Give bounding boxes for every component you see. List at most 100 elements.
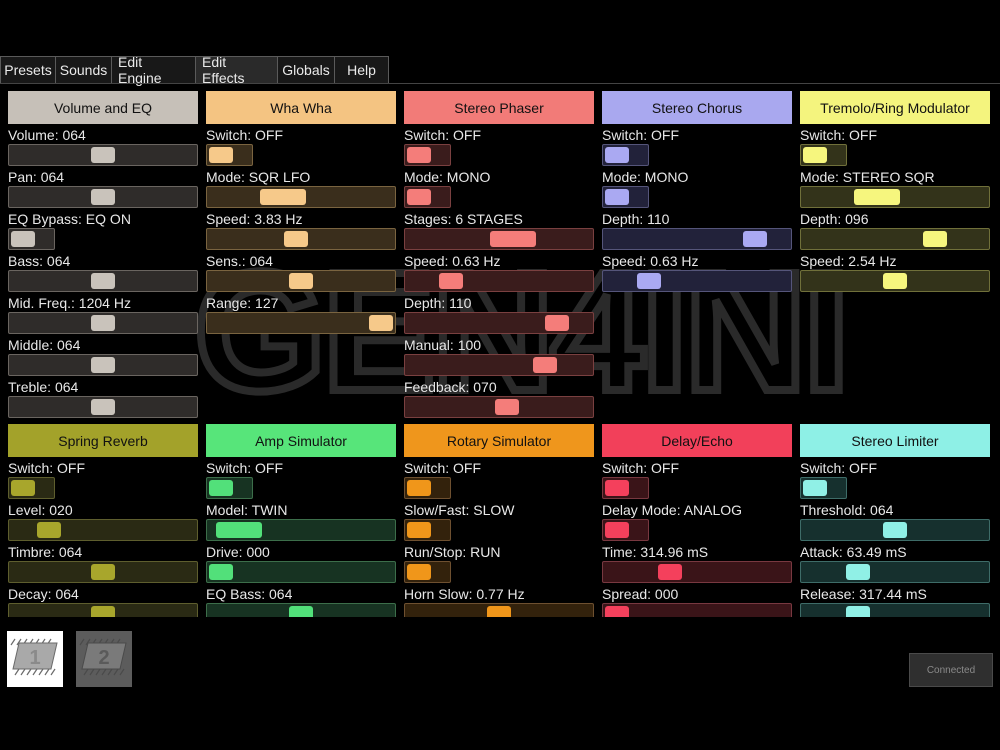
switch-knob[interactable] — [803, 147, 827, 163]
slider[interactable] — [404, 603, 594, 617]
slider[interactable] — [800, 603, 990, 617]
switch-knob[interactable] — [11, 480, 35, 496]
slider-thumb[interactable] — [545, 315, 569, 331]
slider-thumb[interactable] — [495, 399, 519, 415]
slider-thumb[interactable] — [658, 564, 682, 580]
toggle-switch[interactable] — [404, 561, 451, 583]
slider[interactable] — [206, 186, 396, 208]
slider[interactable] — [800, 186, 990, 208]
slider[interactable] — [800, 228, 990, 250]
slider-thumb[interactable] — [209, 564, 233, 580]
slider[interactable] — [404, 396, 594, 418]
toggle-switch[interactable] — [206, 144, 253, 166]
slider-thumb[interactable] — [37, 522, 61, 538]
toggle-switch[interactable] — [404, 144, 451, 166]
switch-knob[interactable] — [407, 564, 431, 580]
slider[interactable] — [206, 519, 396, 541]
switch-knob[interactable] — [11, 231, 35, 247]
slider-thumb[interactable] — [883, 273, 907, 289]
slider[interactable] — [8, 186, 198, 208]
slider[interactable] — [206, 312, 396, 334]
tab-sounds[interactable]: Sounds — [55, 56, 112, 83]
toggle-switch[interactable] — [800, 144, 847, 166]
tab-presets[interactable]: Presets — [0, 56, 56, 83]
slider[interactable] — [206, 270, 396, 292]
toggle-switch[interactable] — [602, 519, 649, 541]
connected-status-button[interactable]: Connected — [909, 653, 993, 687]
toggle-switch[interactable] — [8, 477, 55, 499]
slider[interactable] — [8, 519, 198, 541]
tab-edit-engine[interactable]: Edit Engine — [111, 54, 196, 86]
slider[interactable] — [206, 561, 396, 583]
slider[interactable] — [404, 228, 594, 250]
slider[interactable] — [404, 312, 594, 334]
toggle-switch[interactable] — [206, 477, 253, 499]
slider-thumb[interactable] — [284, 231, 308, 247]
switch-knob[interactable] — [605, 147, 629, 163]
tab-globals[interactable]: Globals — [277, 56, 335, 83]
toggle-switch[interactable] — [404, 519, 451, 541]
tab-edit-effects[interactable]: Edit Effects — [195, 54, 278, 86]
switch-knob[interactable] — [209, 147, 233, 163]
slider-thumb[interactable] — [91, 189, 115, 205]
slider[interactable] — [800, 519, 990, 541]
slider-thumb[interactable] — [854, 189, 900, 205]
toggle-switch[interactable] — [602, 186, 649, 208]
toggle-switch[interactable] — [602, 144, 649, 166]
slider-thumb[interactable] — [439, 273, 463, 289]
switch-knob[interactable] — [407, 147, 431, 163]
slider-thumb[interactable] — [923, 231, 947, 247]
slider-thumb[interactable] — [289, 606, 313, 617]
toggle-switch[interactable] — [602, 477, 649, 499]
switch-knob[interactable] — [605, 522, 629, 538]
slider-thumb[interactable] — [637, 273, 661, 289]
slider-thumb[interactable] — [883, 522, 907, 538]
bank-1-button[interactable]: 1 — [7, 631, 63, 687]
switch-knob[interactable] — [407, 189, 431, 205]
slider-thumb[interactable] — [91, 564, 115, 580]
slider[interactable] — [800, 270, 990, 292]
slider[interactable] — [602, 228, 792, 250]
switch-knob[interactable] — [407, 522, 431, 538]
slider-thumb[interactable] — [846, 606, 870, 617]
slider-thumb[interactable] — [846, 564, 870, 580]
bank-2-button[interactable]: 2 — [76, 631, 132, 687]
slider[interactable] — [206, 228, 396, 250]
slider[interactable] — [8, 312, 198, 334]
slider[interactable] — [602, 270, 792, 292]
switch-knob[interactable] — [407, 480, 431, 496]
slider-thumb[interactable] — [91, 606, 115, 617]
switch-knob[interactable] — [209, 480, 233, 496]
switch-knob[interactable] — [605, 480, 629, 496]
slider[interactable] — [206, 603, 396, 617]
slider[interactable] — [800, 561, 990, 583]
slider-thumb[interactable] — [605, 606, 629, 617]
slider[interactable] — [602, 561, 792, 583]
slider-thumb[interactable] — [487, 606, 511, 617]
toggle-switch[interactable] — [404, 186, 451, 208]
tab-help[interactable]: Help — [334, 56, 389, 83]
slider-thumb[interactable] — [216, 522, 262, 538]
slider-thumb[interactable] — [91, 273, 115, 289]
slider[interactable] — [404, 270, 594, 292]
slider[interactable] — [404, 354, 594, 376]
slider-thumb[interactable] — [91, 399, 115, 415]
slider[interactable] — [602, 603, 792, 617]
toggle-switch[interactable] — [800, 477, 847, 499]
switch-knob[interactable] — [803, 480, 827, 496]
slider-thumb[interactable] — [91, 315, 115, 331]
switch-knob[interactable] — [605, 189, 629, 205]
slider-thumb[interactable] — [289, 273, 313, 289]
slider[interactable] — [8, 144, 198, 166]
slider-thumb[interactable] — [743, 231, 767, 247]
slider-thumb[interactable] — [490, 231, 536, 247]
slider[interactable] — [8, 396, 198, 418]
slider-thumb[interactable] — [533, 357, 557, 373]
slider[interactable] — [8, 603, 198, 617]
slider[interactable] — [8, 270, 198, 292]
slider[interactable] — [8, 561, 198, 583]
slider-thumb[interactable] — [91, 357, 115, 373]
slider-thumb[interactable] — [260, 189, 306, 205]
slider-thumb[interactable] — [369, 315, 393, 331]
slider[interactable] — [8, 354, 198, 376]
